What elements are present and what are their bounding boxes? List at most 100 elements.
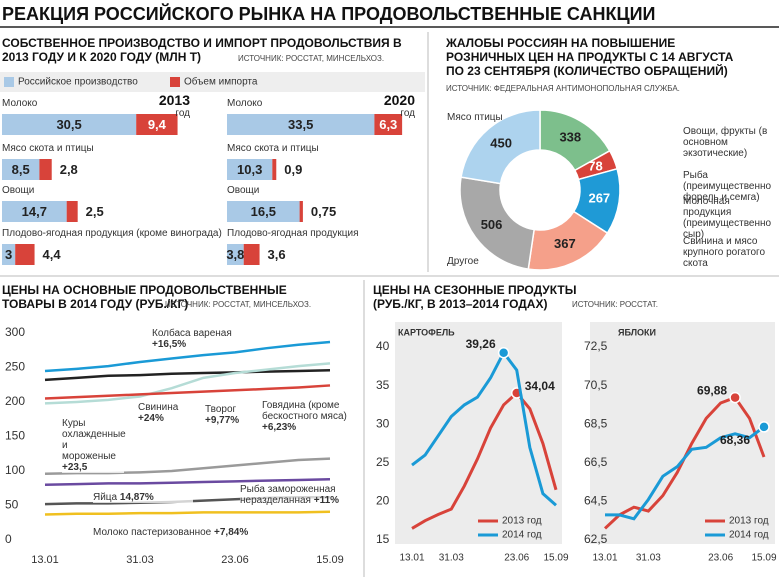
highlight-point xyxy=(758,421,770,433)
y-tick-label: 66,5 xyxy=(584,455,608,469)
y-tick-label: 40 xyxy=(376,339,390,353)
legend-label: 2013 год xyxy=(502,516,542,527)
value-label: 367 xyxy=(554,236,576,251)
bar-segment xyxy=(66,201,78,222)
bar-segment xyxy=(227,159,273,180)
value-label: 14,7 xyxy=(22,204,47,219)
category-label: Овощи xyxy=(227,185,260,196)
value-label: 2,5 xyxy=(86,204,104,219)
source: ИСТОЧНИК: РОССТАТ. xyxy=(572,300,659,309)
x-tick-label: 15.09 xyxy=(543,553,568,564)
legend-swatch xyxy=(170,77,180,87)
series-name: Говядина (кроме бескостного мяса) xyxy=(262,400,347,422)
legend-label: 2013 год xyxy=(729,516,769,527)
series-label: Колбаса вареная +16,5% xyxy=(152,328,242,350)
series-change: +23,5 xyxy=(62,462,88,473)
value-label: 2,8 xyxy=(60,162,78,177)
slice-label: Свинина и мясо крупного рогатого скота xyxy=(683,236,766,269)
plot-background xyxy=(590,322,775,544)
bar-segment xyxy=(2,201,67,222)
plot-background xyxy=(395,322,562,544)
value-label: 8,5 xyxy=(12,162,30,177)
line xyxy=(44,384,331,400)
value-label: 33,5 xyxy=(288,117,313,132)
value-label: 69,88 xyxy=(697,384,727,398)
category-label: Плодово-ягодная продукция (кроме виногра… xyxy=(2,228,222,239)
x-tick-label: 31.03 xyxy=(439,553,464,564)
y-tick-label: 200 xyxy=(5,394,25,408)
value-label: 9,4 xyxy=(148,117,167,132)
series-change: +9,77% xyxy=(205,415,240,426)
y-tick-label: 250 xyxy=(5,360,25,374)
series-change: +24% xyxy=(138,413,164,424)
highlight-point xyxy=(497,346,510,359)
x-tick-label: 15.09 xyxy=(316,554,344,566)
series-name: Яйца xyxy=(93,492,118,503)
line xyxy=(44,340,331,373)
series-name: Свинина xyxy=(138,402,179,413)
series-change: +11% xyxy=(313,495,340,506)
legend-label: Российское производство xyxy=(18,77,138,88)
x-tick-label: 23.06 xyxy=(221,554,249,566)
series-name: Творог xyxy=(205,404,237,415)
y-tick-label: 35 xyxy=(376,378,390,392)
y-tick-label: 70,5 xyxy=(584,378,608,392)
series-change: 14,87% xyxy=(119,492,154,503)
year-label: 2013 год xyxy=(142,92,190,119)
series-label: Молоко пастеризованное +7,84% xyxy=(93,527,253,538)
y-tick-label: 68,5 xyxy=(584,416,608,430)
y-tick-label: 25 xyxy=(376,455,390,469)
value-label: 39,26 xyxy=(466,337,496,351)
y-tick-label: 150 xyxy=(5,429,25,443)
value-label: 6,3 xyxy=(379,117,397,132)
year: 2013 xyxy=(158,92,190,108)
value-label: 68,36 xyxy=(720,433,750,447)
legend-label: 2014 год xyxy=(729,530,769,541)
bar-segment xyxy=(15,244,35,265)
y-tick-label: 300 xyxy=(5,325,25,339)
source: ИСТОЧНИК: РОССТАТ, МИНСЕЛЬХОЗ. xyxy=(165,300,312,309)
value-label: 30,5 xyxy=(56,117,81,132)
y-tick-label: 20 xyxy=(376,494,390,508)
value-label: 0,9 xyxy=(284,162,302,177)
y-tick-label: 100 xyxy=(5,463,25,477)
category-label: Молоко xyxy=(227,98,263,109)
line xyxy=(605,425,765,521)
chart-title: ЖАЛОБЫ РОССИЯН НА ПОВЫШЕНИЕ РОЗНИЧНЫХ ЦЕ… xyxy=(446,36,734,78)
series-label: Свинина +24% xyxy=(138,402,188,424)
legend-label: Объем импорта xyxy=(184,76,258,88)
year: 2020 xyxy=(383,92,415,108)
series-change: +7,84% xyxy=(214,527,249,538)
series-label: Яйца 14,87% xyxy=(93,492,193,503)
year-unit: год xyxy=(400,108,415,119)
donut-slice xyxy=(459,176,535,270)
value-label: 78 xyxy=(588,159,602,174)
bar-segment xyxy=(2,244,16,265)
x-tick-label: 23.06 xyxy=(504,553,529,564)
donut-slice xyxy=(460,109,541,185)
panel-title: КАРТОФЕЛЬ xyxy=(398,327,455,337)
category-label: Мясо скота и птицы xyxy=(2,143,94,154)
series-change: +6,23% xyxy=(262,422,297,433)
year-unit: год xyxy=(175,108,190,119)
panel-title: ЯБЛОКИ xyxy=(618,327,656,337)
y-tick-label: 72,5 xyxy=(584,339,608,353)
slice-label: Овощи, фрукты (в основном экзотические) xyxy=(683,126,768,159)
category-label: Молоко xyxy=(2,98,38,109)
line xyxy=(44,457,331,476)
slice-label: Рыба (преимущественно форель и семга) xyxy=(683,170,772,203)
series-name: Куры охлажденные и мороженые xyxy=(62,418,126,462)
x-tick-label: 13.01 xyxy=(592,553,617,564)
line xyxy=(44,478,331,487)
highlight-point xyxy=(729,391,741,404)
legend-label: 2014 год xyxy=(502,530,542,541)
chart-title: ЦЕНЫ НА ОСНОВНЫЕ ПРОДОВОЛЬСТВЕННЫЕ ТОВАР… xyxy=(2,283,287,311)
bar-segment xyxy=(2,114,137,135)
y-tick-label: 30 xyxy=(376,416,390,430)
source: ИСТОЧНИК: РОССТАТ, МИНСЕЛЬХОЗ. xyxy=(238,54,385,63)
value-label: 0,75 xyxy=(311,204,336,219)
category-label: Овощи xyxy=(2,185,35,196)
value-label: 34,04 xyxy=(525,379,555,393)
y-tick-label: 0 xyxy=(5,532,12,546)
